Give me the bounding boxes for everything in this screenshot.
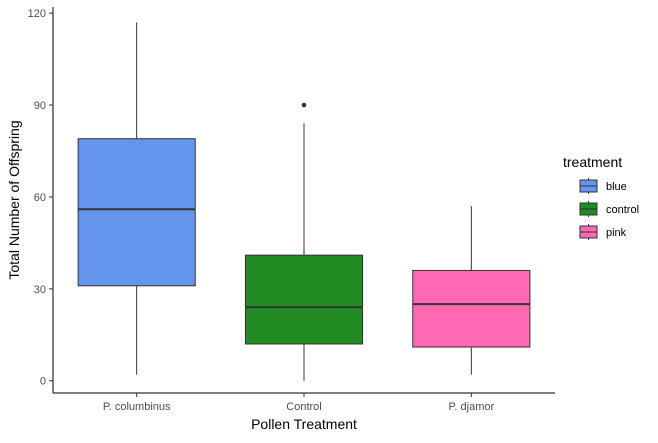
y-tick-label: 60: [34, 192, 46, 204]
legend-item-blue: blue: [579, 178, 627, 194]
iqr-box: [244, 254, 364, 345]
legend-label: blue: [606, 181, 627, 193]
x-tick-label: Control: [286, 401, 321, 413]
legend: blue control pink: [579, 178, 639, 240]
plot-marks: [77, 22, 531, 381]
y-tick-label: 120: [28, 8, 46, 20]
y-tick-label: 30: [34, 284, 46, 296]
box-pink: [412, 206, 531, 375]
legend-item-control: control: [579, 201, 639, 217]
box-blue: [77, 22, 196, 375]
x-axis-title: Pollen Treatment: [251, 416, 357, 432]
legend-label: control: [606, 204, 639, 216]
x-tick-label: P. columbinus: [103, 401, 171, 413]
iqr-box: [412, 269, 531, 348]
iqr-box: [77, 138, 196, 287]
y-tick-label: 0: [40, 376, 46, 388]
axes: 0 30 60 90 120 P. columbinus Control P. djamor: [28, 7, 555, 413]
legend-title: treatment: [563, 154, 622, 170]
y-tick-label: 90: [34, 100, 46, 112]
legend-item-pink: pink: [579, 224, 627, 240]
x-tick-label: P. djamor: [449, 401, 495, 413]
legend-label: pink: [606, 227, 627, 239]
y-axis-title: Total Number of Offspring: [6, 120, 22, 279]
box-control: [244, 102, 364, 381]
outlier-point: [301, 102, 307, 108]
